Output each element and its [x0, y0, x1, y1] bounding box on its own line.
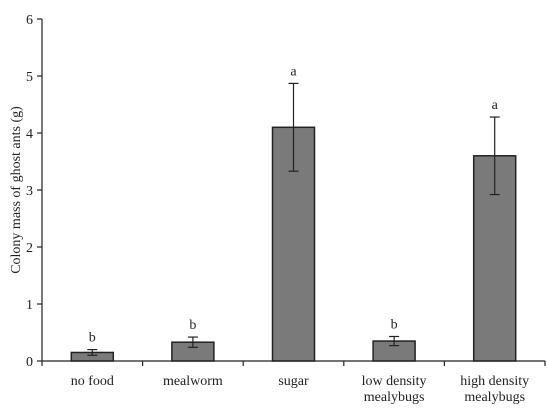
x-category-label: high density — [460, 374, 529, 389]
significance-label: b — [391, 317, 398, 332]
y-axis-title-group: Colony mass of ghost ants (g) — [9, 106, 24, 274]
y-tick-label: 1 — [26, 298, 33, 313]
x-category-label: mealybugs — [364, 390, 425, 405]
significance-label: a — [492, 98, 499, 113]
significance-label: a — [290, 64, 297, 79]
y-tick-label: 2 — [26, 241, 33, 256]
y-tick-label: 6 — [26, 13, 33, 28]
x-category-label: mealybugs — [464, 390, 525, 405]
y-axis-title: Colony mass of ghost ants (g) — [9, 106, 24, 274]
labels: 0 1 2 3 4 5 6 b no food b mealworm a sugar b low densi… — [26, 13, 529, 405]
x-category-label: mealworm — [163, 374, 223, 389]
x-category-label: low density — [362, 374, 427, 389]
y-tick-label: 3 — [26, 184, 33, 199]
significance-label: b — [89, 331, 96, 346]
bars — [70, 82, 517, 362]
x-category-label: no food — [71, 374, 114, 389]
y-tick-label: 0 — [26, 355, 33, 370]
axes — [37, 18, 546, 366]
y-tick-label: 4 — [26, 127, 33, 142]
y-tick-label: 5 — [26, 70, 33, 85]
significance-label: b — [189, 318, 196, 333]
x-category-label: sugar — [278, 374, 309, 389]
